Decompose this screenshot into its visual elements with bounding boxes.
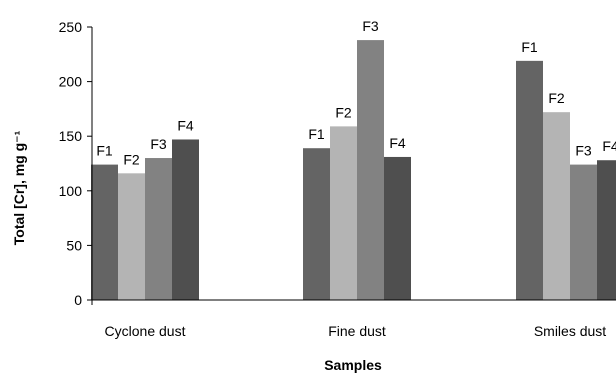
bar-data-label: F3 (362, 18, 379, 34)
y-tick-label: 0 (74, 292, 82, 308)
bar-data-label: F3 (575, 143, 592, 159)
bar-data-label: F4 (602, 138, 616, 154)
x-category-label: Cyclone dust (105, 323, 186, 339)
bar-f1 (303, 148, 330, 300)
bar-f4 (384, 156, 411, 300)
bar-f2 (543, 112, 570, 301)
x-category-label: Smiles dust (534, 323, 606, 339)
bar-f2 (118, 173, 145, 300)
y-axis-title: Total [Cr], mg g⁻¹ (11, 130, 27, 245)
bar-f3 (357, 40, 384, 300)
bar-f1 (91, 164, 118, 300)
y-axis-ticks: 0 50 100 150 200 250 (59, 19, 92, 308)
bar-data-label: F2 (548, 90, 565, 106)
y-tick-label: 200 (59, 74, 83, 90)
bar-f1 (516, 60, 543, 300)
y-tick-label: 250 (59, 19, 83, 35)
bar-data-label: F2 (123, 151, 140, 167)
y-tick-label: 100 (59, 183, 83, 199)
bars-layer: F1 F2 F3 F4 F1 F2 F3 F4 F1 F2 F3 F4 (91, 18, 616, 301)
bar-data-label: F4 (177, 117, 194, 133)
bar-data-label: F4 (389, 135, 406, 151)
x-axis-title: Samples (324, 357, 382, 373)
y-tick-label: 50 (66, 237, 82, 253)
bar-f2 (330, 126, 357, 300)
bar-data-label: F3 (150, 136, 167, 152)
bar-data-label: F1 (96, 143, 113, 159)
bar-data-label: F1 (308, 126, 325, 142)
x-category-label: Fine dust (328, 323, 386, 339)
x-axis-categories: Cyclone dust Fine dust Smiles dust (105, 323, 607, 339)
bar-data-label: F1 (521, 39, 538, 55)
y-tick-label: 150 (59, 128, 83, 144)
bar-f3 (145, 158, 172, 300)
bar-f3 (570, 164, 597, 300)
bar-f4 (172, 139, 199, 300)
bar-data-label: F2 (335, 104, 352, 120)
bar-f4 (597, 160, 616, 300)
